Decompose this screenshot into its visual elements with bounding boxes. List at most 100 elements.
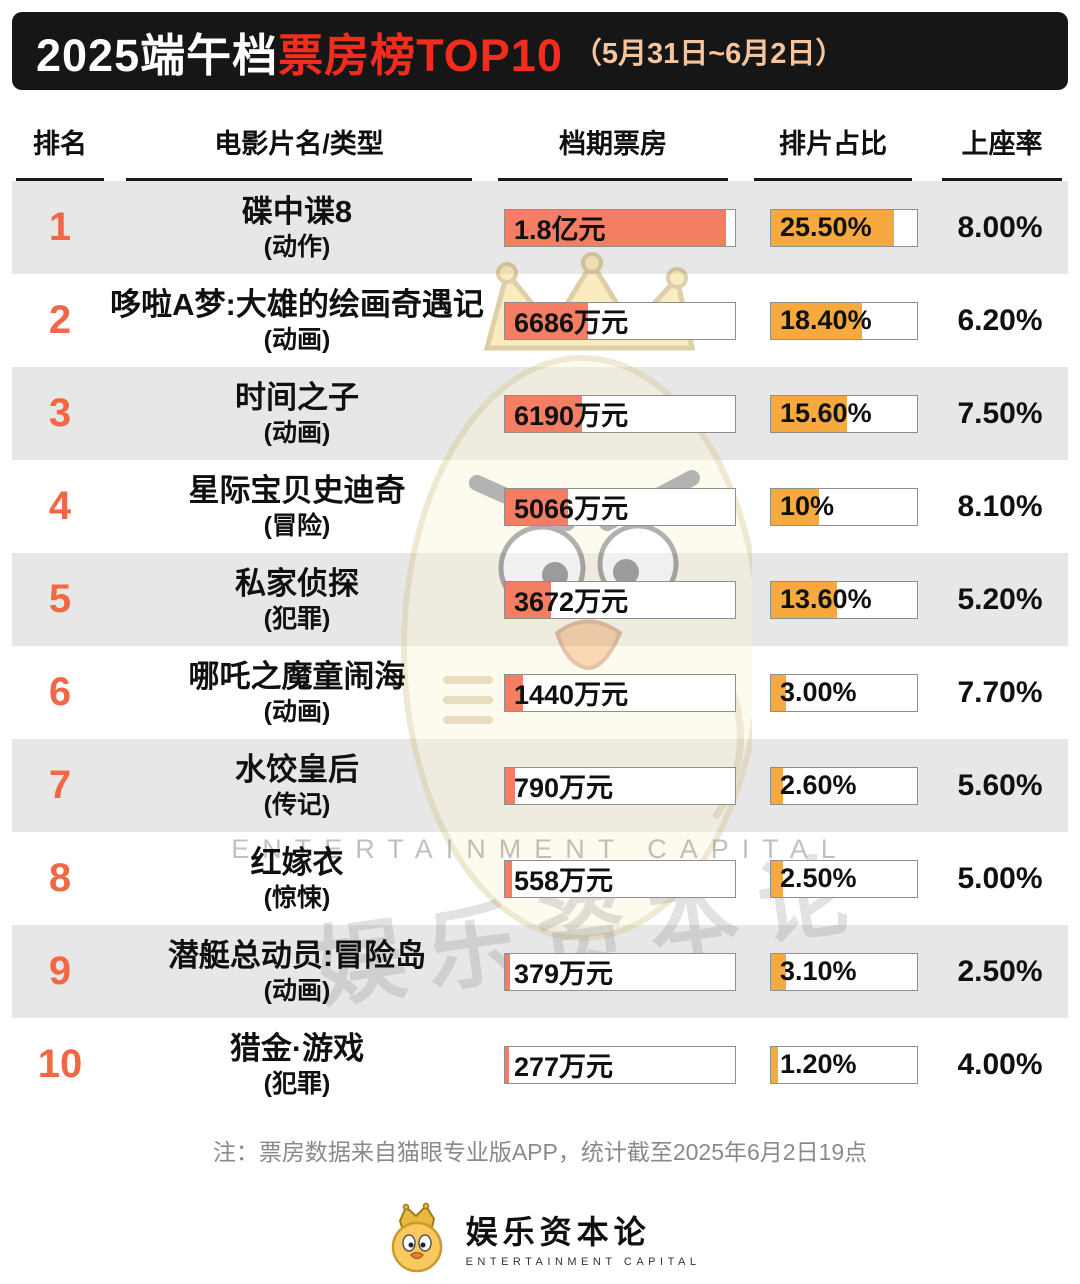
screening-share-bar-fill — [771, 395, 847, 432]
movie-title: 星际宝贝史迪奇 — [188, 472, 406, 508]
box-office-bar-fill — [505, 953, 511, 990]
rank-number: 2 — [48, 298, 72, 342]
box-office-cell: 6190万元 — [486, 394, 746, 433]
movie-title: 水饺皇后 — [235, 751, 359, 787]
box-office-value: 790万元 — [514, 773, 614, 803]
attendance-value: 7.50% — [957, 396, 1043, 430]
movie-title: 哪吒之魔童闹海 — [188, 658, 406, 694]
box-office-bar: 1440万元 — [504, 673, 736, 712]
rank-number: 8 — [48, 856, 72, 900]
screening-share-bar: 25.50% — [770, 208, 918, 247]
box-office-cell: 1440万元 — [486, 673, 746, 712]
box-office-bar-fill — [505, 1046, 509, 1083]
rank-number: 3 — [48, 391, 72, 435]
table-row: 5 私家侦探 (犯罪) 3672万元 13.60% 5.20% — [12, 553, 1068, 646]
screening-share-value: 18.40% — [780, 305, 872, 335]
box-office-cell: 379万元 — [486, 952, 746, 991]
box-office-bar-fill — [505, 488, 569, 525]
box-office-cell: 5066万元 — [486, 487, 746, 526]
brand-name: 娱乐资本论 — [465, 1213, 651, 1250]
attendance-value: 5.00% — [957, 861, 1043, 895]
brand-subtitle: ENTERTAINMENT CAPITAL — [465, 1255, 701, 1268]
box-office-bar-fill — [505, 209, 726, 246]
table-header-row: 排名 电影片名/类型 档期票房 排片占比 上座率 — [12, 98, 1068, 181]
rank-number: 7 — [48, 763, 72, 807]
movie-genre: (动画) — [263, 977, 331, 1006]
screening-share-cell: 13.60% — [746, 580, 932, 619]
movie-cell: 猎金·游戏 (犯罪) — [108, 1030, 486, 1099]
box-office-bar: 558万元 — [504, 859, 736, 898]
movie-cell: 时间之子 (动画) — [108, 379, 486, 448]
movie-genre: (犯罪) — [263, 605, 331, 634]
screening-share-bar-fill — [771, 953, 786, 990]
screening-share-bar-fill — [771, 674, 786, 711]
rank-number: 9 — [48, 949, 72, 993]
box-office-bar-fill — [505, 674, 524, 711]
box-office-value: 3672万元 — [514, 587, 629, 617]
box-office-value: 379万元 — [514, 959, 614, 989]
movie-cell: 碟中谍8 (动作) — [108, 193, 486, 262]
box-office-bar-fill — [505, 302, 588, 339]
screening-share-bar: 15.60% — [770, 394, 918, 433]
box-office-bar-fill — [505, 581, 551, 618]
movie-title: 时间之子 — [235, 379, 359, 415]
col-header-attendance: 上座率 — [942, 122, 1062, 181]
table-row: 7 水饺皇后 (传记) 790万元 2.60% 5.60% — [12, 739, 1068, 832]
table-row: 4 星际宝贝史迪奇 (冒险) 5066万元 10% 8.10% — [12, 460, 1068, 553]
movie-genre: (犯罪) — [263, 1070, 331, 1099]
attendance-value: 2.50% — [957, 954, 1043, 988]
box-office-bar: 3672万元 — [504, 580, 736, 619]
movie-title: 猎金·游戏 — [229, 1030, 365, 1066]
screening-share-bar: 3.10% — [770, 952, 918, 991]
box-office-value: 5066万元 — [514, 494, 629, 524]
table-row: 8 红嫁衣 (惊悚) 558万元 2.50% 5.00% — [12, 832, 1068, 925]
movie-cell: 私家侦探 (犯罪) — [108, 565, 486, 634]
col-header-share: 排片占比 — [754, 122, 912, 181]
movie-genre: (动画) — [263, 326, 331, 355]
screening-share-value: 3.00% — [780, 677, 857, 707]
box-office-cell: 1.8亿元 — [486, 208, 746, 247]
movie-title: 潜艇总动员:冒险岛 — [167, 937, 427, 973]
header-banner: 2025端午档 票房榜TOP10 （5月31日~6月2日） — [12, 12, 1068, 90]
screening-share-value: 25.50% — [780, 212, 872, 242]
table-row: 1 碟中谍8 (动作) 1.8亿元 25.50% 8.00% — [12, 181, 1068, 274]
screening-share-bar: 13.60% — [770, 580, 918, 619]
screening-share-cell: 25.50% — [746, 208, 932, 247]
col-header-rank: 排名 — [16, 122, 104, 181]
movie-cell: 红嫁衣 (惊悚) — [108, 844, 486, 913]
movie-genre: (惊悚) — [263, 884, 331, 913]
box-office-value: 6190万元 — [514, 401, 629, 431]
movie-title: 哆啦A梦:大雄的绘画奇遇记 — [110, 286, 484, 322]
screening-share-value: 2.60% — [780, 770, 857, 800]
box-office-value: 1440万元 — [514, 680, 629, 710]
screening-share-bar: 10% — [770, 487, 918, 526]
screening-share-value: 10% — [780, 491, 835, 521]
attendance-value: 8.10% — [957, 489, 1043, 523]
screening-share-value: 1.20% — [780, 1049, 857, 1079]
brand-text-block: 娱乐资本论 ENTERTAINMENT CAPITAL — [466, 1207, 701, 1268]
box-office-bar-fill — [505, 860, 513, 897]
movie-cell: 水饺皇后 (传记) — [108, 751, 486, 820]
box-office-value: 558万元 — [514, 866, 614, 896]
attendance-value: 8.00% — [957, 210, 1043, 244]
screening-share-bar-fill — [771, 860, 783, 897]
rank-number: 5 — [48, 577, 72, 621]
date-range: （5月31日~6月2日） — [572, 38, 845, 70]
screening-share-cell: 2.60% — [746, 766, 932, 805]
table-row: 3 时间之子 (动画) 6190万元 15.60% 7.50% — [12, 367, 1068, 460]
attendance-value: 6.20% — [957, 303, 1043, 337]
screening-share-cell: 3.00% — [746, 673, 932, 712]
screening-share-value: 15.60% — [780, 398, 872, 428]
screening-share-cell: 18.40% — [746, 301, 932, 340]
col-header-movie: 电影片名/类型 — [126, 122, 472, 181]
movie-cell: 哆啦A梦:大雄的绘画奇遇记 (动画) — [108, 286, 486, 355]
page-title-accent: 票房榜TOP10 — [278, 29, 563, 81]
rank-number: 10 — [37, 1042, 83, 1086]
movie-cell: 星际宝贝史迪奇 (冒险) — [108, 472, 486, 541]
screening-share-bar-fill — [771, 581, 837, 618]
box-office-cell: 277万元 — [486, 1045, 746, 1084]
rank-number: 4 — [48, 484, 72, 528]
box-office-value: 1.8亿元 — [514, 215, 606, 245]
box-office-cell: 558万元 — [486, 859, 746, 898]
screening-share-bar: 2.60% — [770, 766, 918, 805]
